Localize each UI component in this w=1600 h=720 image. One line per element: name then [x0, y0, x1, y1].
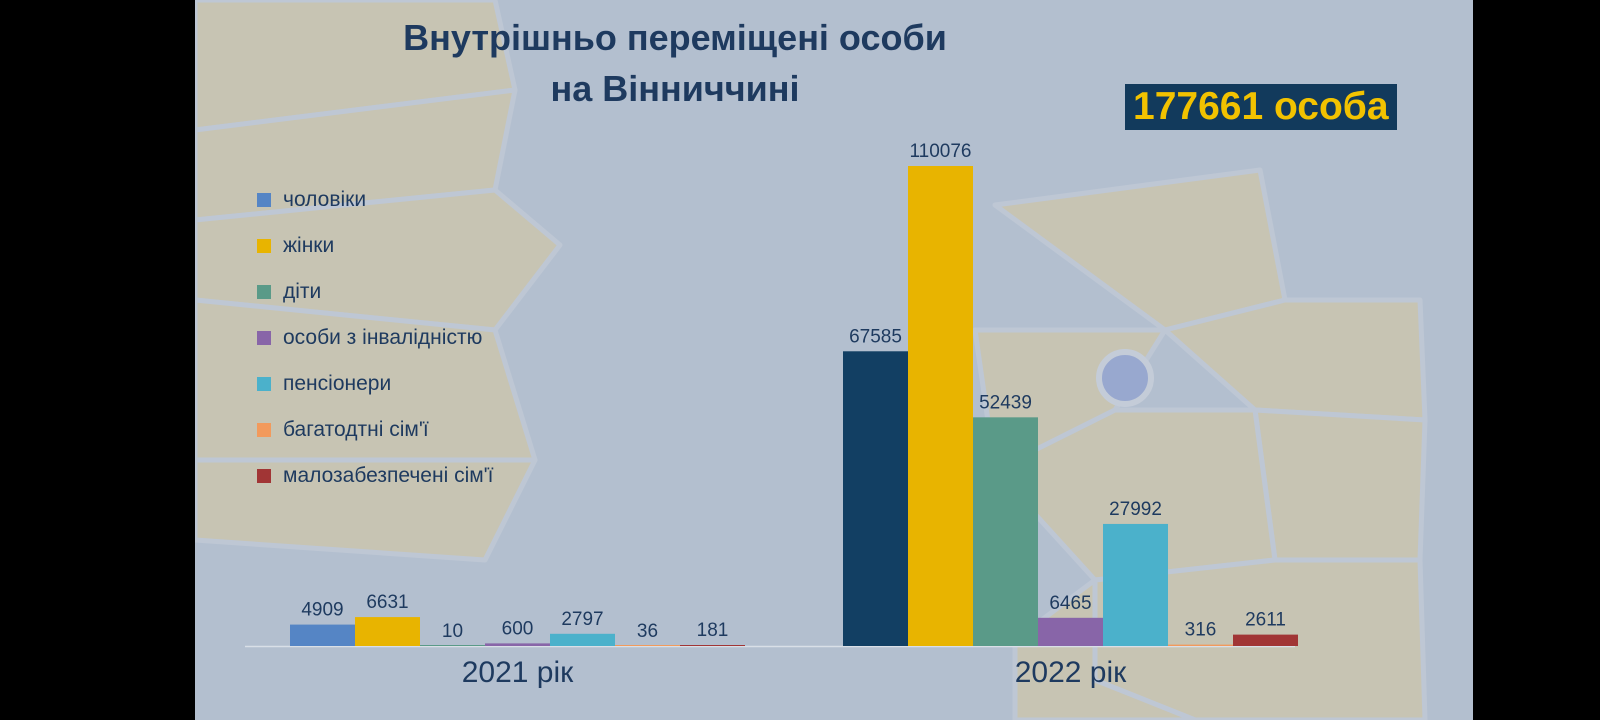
- bar-chart: 4909 6631 10 600 2797 36 181 2021 рік 67585 11007…: [245, 141, 1298, 689]
- data-label-series-6-cat-1: 2611: [1245, 610, 1286, 631]
- data-label-series-3-cat-0: 600: [502, 618, 534, 639]
- data-label-series-0-cat-0: 4909: [301, 600, 343, 621]
- legend-swatch-children: [257, 285, 271, 299]
- legend-label-low-income-families: малозабезпечені сім'ї: [283, 464, 494, 487]
- bar-series-1-cat-1: [908, 166, 973, 646]
- legend-label-large-families: багатодтні сім'ї: [283, 418, 429, 441]
- bar-series-4-cat-1: [1103, 523, 1168, 646]
- legend-swatch-women: [257, 239, 271, 253]
- data-label-series-1-cat-1: 110076: [910, 141, 972, 162]
- bar-series-5-cat-1: [1168, 644, 1233, 646]
- category-label-1: 2022 рік: [1015, 656, 1127, 689]
- chart-title-line-2: на Вінниччині: [550, 68, 800, 109]
- data-label-series-2-cat-0: 10: [442, 621, 463, 642]
- legend-label-children: діти: [283, 280, 322, 303]
- legend-item-men: чоловіки: [257, 177, 494, 223]
- legend-swatch-low-income-families: [257, 469, 271, 483]
- bar-series-5-cat-0: [615, 645, 680, 646]
- legend-label-disabled: особи з інвалідністю: [283, 326, 483, 349]
- legend-item-low-income-families: малозабезпечені сім'ї: [257, 453, 494, 499]
- data-label-series-4-cat-1: 27992: [1109, 499, 1162, 520]
- legend-swatch-men: [257, 193, 271, 207]
- bar-series-0-cat-0: [290, 624, 355, 646]
- background-decoration: [195, 0, 1428, 720]
- data-label-series-6-cat-0: 181: [697, 620, 729, 641]
- legend-label-men: чоловіки: [283, 188, 367, 211]
- bar-series-6-cat-1: [1233, 634, 1298, 646]
- bar-series-6-cat-0: [680, 645, 745, 646]
- data-label-series-0-cat-1: 67585: [849, 326, 902, 347]
- data-label-series-4-cat-0: 2797: [561, 609, 603, 630]
- category-label-0: 2021 рік: [462, 656, 574, 689]
- data-label-series-2-cat-1: 52439: [979, 392, 1032, 413]
- legend-item-women: жінки: [257, 223, 494, 269]
- legend-item-disabled: особи з інвалідністю: [257, 315, 494, 361]
- legend-item-pensioners: пенсіонери: [257, 361, 494, 407]
- bar-series-3-cat-0: [485, 643, 550, 646]
- legend-item-children: діти: [257, 269, 494, 315]
- legend-item-large-families: багатодтні сім'ї: [257, 407, 494, 453]
- data-label-series-1-cat-0: 6631: [366, 592, 408, 613]
- bar-series-2-cat-0: [420, 645, 485, 646]
- bar-series-2-cat-1: [973, 417, 1038, 646]
- bar-series-0-cat-1: [843, 351, 908, 646]
- chart-legend: чоловіки жінки діти особи з інвалідністю…: [257, 177, 494, 499]
- data-label-series-5-cat-0: 36: [637, 621, 658, 642]
- slide: Внутрішньо переміщені особи на Вінниччин…: [195, 0, 1473, 720]
- chart-title-line-1: Внутрішньо переміщені особи: [403, 17, 947, 58]
- legend-swatch-disabled: [257, 331, 271, 345]
- data-label-series-5-cat-1: 316: [1185, 620, 1217, 641]
- legend-label-pensioners: пенсіонери: [283, 372, 392, 395]
- data-label-series-3-cat-1: 6465: [1049, 593, 1091, 614]
- bar-series-4-cat-0: [550, 633, 615, 646]
- bar-series-1-cat-0: [355, 617, 420, 646]
- legend-swatch-pensioners: [257, 377, 271, 391]
- bar-series-3-cat-1: [1038, 617, 1103, 646]
- total-count-badge: 177661 особа: [1125, 84, 1397, 130]
- legend-label-women: жінки: [283, 234, 335, 257]
- legend-swatch-large-families: [257, 423, 271, 437]
